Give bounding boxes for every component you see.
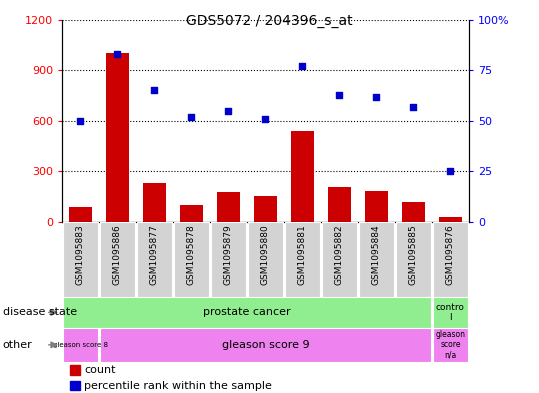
Bar bbox=[292, 131, 314, 222]
Text: GDS5072 / 204396_s_at: GDS5072 / 204396_s_at bbox=[186, 14, 353, 28]
Text: gleason score 8: gleason score 8 bbox=[53, 342, 108, 348]
Text: GSM1095879: GSM1095879 bbox=[224, 224, 233, 285]
Bar bbox=[359, 222, 394, 297]
Bar bbox=[396, 222, 431, 297]
Point bbox=[372, 94, 381, 100]
Point bbox=[113, 51, 122, 57]
Bar bbox=[174, 222, 209, 297]
Bar bbox=[181, 205, 203, 222]
Text: GSM1095881: GSM1095881 bbox=[298, 224, 307, 285]
Point bbox=[187, 114, 196, 120]
Text: count: count bbox=[85, 365, 116, 375]
Text: other: other bbox=[3, 340, 32, 350]
Text: percentile rank within the sample: percentile rank within the sample bbox=[85, 381, 272, 391]
Bar bbox=[328, 187, 350, 222]
Bar bbox=[70, 381, 80, 391]
Text: GSM1095877: GSM1095877 bbox=[150, 224, 159, 285]
Bar bbox=[70, 207, 92, 222]
Point bbox=[446, 168, 455, 174]
Bar bbox=[365, 191, 388, 222]
Bar bbox=[433, 328, 468, 362]
Bar bbox=[100, 328, 431, 362]
Bar bbox=[433, 222, 468, 297]
Bar bbox=[63, 222, 98, 297]
Text: GSM1095878: GSM1095878 bbox=[187, 224, 196, 285]
Bar bbox=[402, 202, 425, 222]
Text: disease state: disease state bbox=[3, 307, 77, 318]
Bar bbox=[106, 53, 129, 222]
Text: GSM1095880: GSM1095880 bbox=[261, 224, 270, 285]
Point bbox=[224, 108, 233, 114]
Text: gleason score 9: gleason score 9 bbox=[222, 340, 309, 350]
Point bbox=[261, 116, 270, 122]
Text: gleason
score
n/a: gleason score n/a bbox=[436, 330, 466, 360]
Bar bbox=[217, 192, 239, 222]
Point bbox=[298, 63, 307, 69]
Bar bbox=[433, 297, 468, 328]
Point bbox=[335, 92, 344, 98]
Bar bbox=[100, 222, 135, 297]
Bar bbox=[70, 365, 80, 375]
Bar bbox=[285, 222, 320, 297]
Bar bbox=[322, 222, 357, 297]
Bar bbox=[143, 183, 165, 222]
Text: GSM1095885: GSM1095885 bbox=[409, 224, 418, 285]
Point bbox=[76, 118, 85, 124]
Bar bbox=[137, 222, 172, 297]
Text: GSM1095884: GSM1095884 bbox=[372, 224, 381, 285]
Text: GSM1095876: GSM1095876 bbox=[446, 224, 455, 285]
Bar bbox=[248, 222, 283, 297]
Text: GSM1095882: GSM1095882 bbox=[335, 224, 344, 285]
Text: GSM1095883: GSM1095883 bbox=[76, 224, 85, 285]
Text: prostate cancer: prostate cancer bbox=[203, 307, 291, 318]
Bar bbox=[439, 217, 461, 222]
Bar bbox=[63, 328, 98, 362]
Bar bbox=[254, 196, 277, 222]
Text: GSM1095886: GSM1095886 bbox=[113, 224, 122, 285]
Bar bbox=[211, 222, 246, 297]
Point bbox=[409, 103, 418, 110]
Point bbox=[150, 87, 159, 94]
Text: contro
l: contro l bbox=[436, 303, 465, 322]
